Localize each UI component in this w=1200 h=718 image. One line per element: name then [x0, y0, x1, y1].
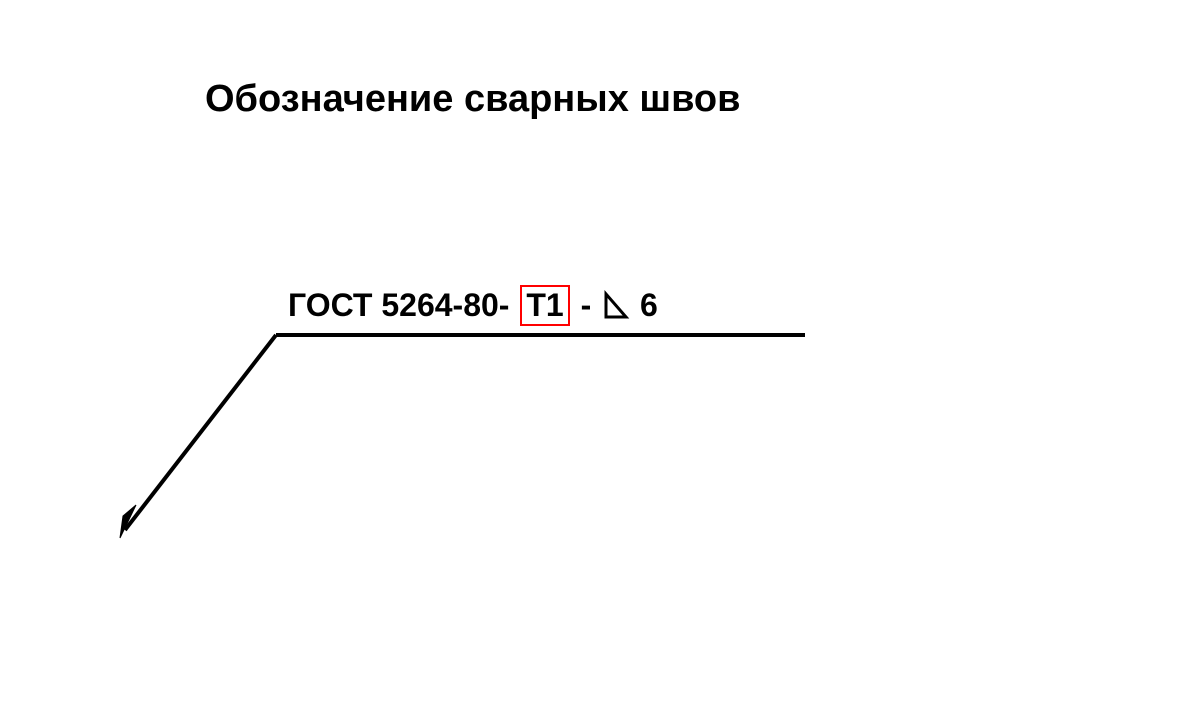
designation-dash: -: [581, 287, 592, 324]
designation-prefix: ГОСТ 5264-80-: [288, 287, 509, 324]
weld-leg-number: 6: [640, 287, 658, 324]
leader-arrowhead: [120, 505, 136, 538]
triangle-path: [606, 294, 626, 317]
weld-designation: ГОСТ 5264-80- Т1 - 6: [288, 285, 658, 326]
diagram-title: Обозначение сварных швов: [205, 78, 741, 121]
leader-tail: [125, 335, 276, 530]
designation-boxed-code: Т1: [520, 285, 569, 326]
weld-leg-triangle-icon: [606, 289, 628, 326]
